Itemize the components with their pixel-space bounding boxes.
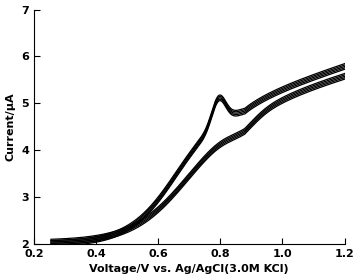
Y-axis label: Current/μA: Current/μA: [5, 92, 15, 161]
X-axis label: Voltage/V vs. Ag/AgCl(3.0M KCl): Voltage/V vs. Ag/AgCl(3.0M KCl): [89, 264, 289, 274]
